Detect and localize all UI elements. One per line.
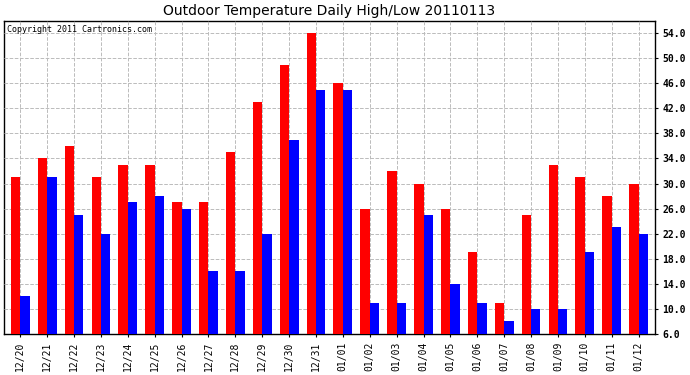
Title: Outdoor Temperature Daily High/Low 20110113: Outdoor Temperature Daily High/Low 20110… [164,4,495,18]
Bar [253,102,262,334]
Bar [119,165,128,334]
Bar [638,234,648,334]
Bar [316,90,326,334]
Bar [495,303,504,334]
Bar [504,321,513,334]
Bar [65,146,74,334]
Bar [146,165,155,334]
Bar [629,183,638,334]
Bar [155,196,164,334]
Bar [172,202,181,334]
Bar [199,202,208,334]
Bar [289,140,299,334]
Bar [92,177,101,334]
Bar [370,303,380,334]
Bar [397,303,406,334]
Bar [585,252,594,334]
Bar [101,234,110,334]
Bar [226,152,235,334]
Bar [549,165,558,334]
Bar [306,33,316,334]
Bar [424,215,433,334]
Text: Copyright 2011 Cartronics.com: Copyright 2011 Cartronics.com [8,26,152,34]
Bar [477,303,486,334]
Bar [235,271,245,334]
Bar [575,177,585,334]
Bar [441,209,451,334]
Bar [333,83,343,334]
Bar [343,90,353,334]
Bar [602,196,611,334]
Bar [611,227,621,334]
Bar [360,209,370,334]
Bar [208,271,218,334]
Bar [531,309,540,334]
Bar [451,284,460,334]
Bar [181,209,191,334]
Bar [522,215,531,334]
Bar [414,183,424,334]
Bar [38,159,47,334]
Bar [20,296,30,334]
Bar [11,177,20,334]
Bar [387,171,397,334]
Bar [279,64,289,334]
Bar [262,234,272,334]
Bar [74,215,83,334]
Bar [558,309,567,334]
Bar [47,177,57,334]
Bar [468,252,477,334]
Bar [128,202,137,334]
